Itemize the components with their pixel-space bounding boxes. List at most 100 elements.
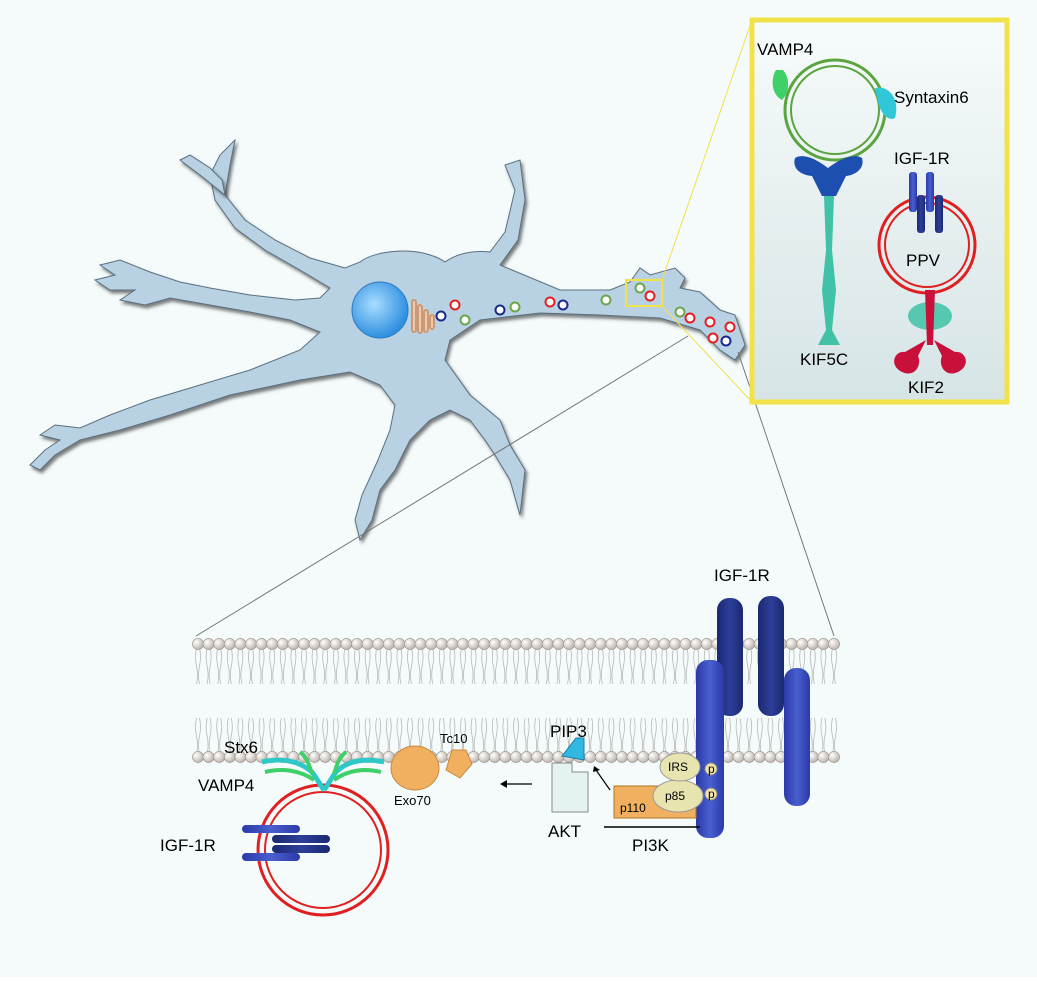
- igf1r-rod-4: [784, 668, 810, 806]
- pi3k-label: PI3K: [632, 836, 670, 855]
- lipid-head-top: [404, 638, 416, 650]
- axon-vesicle: [634, 282, 646, 294]
- tc10-protein: [445, 749, 473, 779]
- zoom-line-bottom: [661, 305, 753, 403]
- lipid-head-bottom: [753, 751, 766, 763]
- lipid-head-top: [552, 638, 565, 650]
- lipid-head-bottom: [637, 751, 650, 763]
- lipid-head-top: [499, 638, 512, 650]
- lipid-head-top: [382, 638, 395, 650]
- igf1r-rod-2: [758, 596, 784, 716]
- lipid-head-top: [202, 638, 215, 650]
- nucleus: [351, 281, 409, 339]
- lipid-head-top: [457, 638, 469, 650]
- lipid-head-bottom: [594, 751, 607, 763]
- inset-igf1r-rod-d: [935, 195, 943, 233]
- vesicle-igf1r-rod-b: [242, 853, 300, 861]
- arrow-pi3k-to-pip3: [595, 769, 611, 791]
- zoom-line-membrane-left: [195, 335, 689, 637]
- inset-igf1r-label: IGF-1R: [894, 149, 950, 168]
- axon-vesicle: [720, 335, 732, 347]
- vesicle-igf1r-label: IGF-1R: [160, 836, 216, 855]
- lipid-head-bottom: [488, 751, 501, 763]
- axon-vesicle: [724, 321, 736, 333]
- membrane-igf1r-label: IGF-1R: [714, 566, 770, 585]
- lipid-head-top: [340, 638, 353, 650]
- zoom-line-top: [661, 19, 753, 281]
- lipid-head-bottom: [552, 751, 565, 763]
- vesicle-igf1r-rod-d: [272, 845, 330, 853]
- axon-vesicle: [435, 310, 447, 322]
- pip3-shape: [561, 737, 585, 761]
- lipid-head-top: [223, 638, 236, 650]
- lipid-head-top: [372, 638, 385, 650]
- lipid-head-bottom: [478, 751, 491, 763]
- lipid-head-top: [245, 638, 257, 650]
- lipid-head-top: [520, 638, 533, 650]
- axon-vesicle: [704, 316, 716, 328]
- lipid-head-top: [308, 638, 321, 650]
- lipid-head-top: [573, 638, 586, 650]
- exo70-label: Exo70: [394, 793, 431, 808]
- axon-vesicle: [459, 314, 471, 326]
- lipid-head-bottom: [192, 751, 204, 763]
- lipid-head-top: [647, 638, 660, 650]
- axon-vesicle: [707, 332, 719, 344]
- lipid-head-bottom: [531, 751, 544, 763]
- akt-label: AKT: [548, 822, 581, 841]
- lipid-head-top: [531, 638, 544, 650]
- lipid-head-bottom: [732, 751, 745, 763]
- lipid-head-top: [298, 638, 310, 650]
- axon-vesicle: [557, 299, 569, 311]
- lipid-head-top: [192, 638, 204, 650]
- p-upper-label: p: [708, 762, 715, 776]
- lipid-head-bottom: [764, 751, 777, 763]
- vamp4-protein: [772, 70, 789, 100]
- lipid-head-top: [446, 638, 459, 650]
- lipid-head-top: [393, 638, 406, 650]
- lipid-head-top: [425, 638, 438, 650]
- inset-igf1r-rod-b: [926, 172, 934, 212]
- irs-protein: [659, 752, 701, 782]
- kif2-heads: [894, 340, 966, 374]
- lipid-head-bottom: [743, 751, 756, 763]
- axon-vesicle: [509, 301, 521, 313]
- lipid-head-top: [351, 638, 363, 650]
- neuron: [29, 19, 835, 637]
- inset-kif5c-label: KIF5C: [800, 350, 848, 369]
- phospho-site-lower: [704, 787, 718, 801]
- lipid-head-top: [806, 638, 819, 650]
- axon-vesicle: [600, 294, 612, 306]
- lipid-head-bottom: [319, 751, 332, 763]
- vamp4-label: VAMP4: [198, 776, 254, 795]
- pip3-label: PIP3: [550, 722, 587, 741]
- lipid-head-top: [541, 638, 554, 650]
- lipid-head-bottom: [616, 751, 628, 763]
- lipid-head-top: [828, 638, 840, 650]
- syntaxin6-protein: [875, 87, 897, 119]
- lipid-head-top: [584, 638, 597, 650]
- lipid-head-top: [743, 638, 756, 650]
- lipid-head-top: [669, 638, 681, 650]
- lipid-head-top: [276, 638, 289, 650]
- p85-label: p85: [665, 789, 685, 803]
- axon-vesicles: [435, 282, 736, 347]
- lipid-head-top: [287, 638, 300, 650]
- lipid-head-bottom: [202, 751, 215, 763]
- lipid-head-top: [616, 638, 628, 650]
- lipid-head-bottom: [584, 751, 597, 763]
- lipid-head-top: [361, 638, 374, 650]
- vesicle-igf1r-rod-a: [242, 825, 300, 833]
- lipid-head-top: [679, 638, 692, 650]
- igf1r-rod-3: [696, 660, 724, 838]
- kif2-stalk: [925, 290, 935, 345]
- inset-igf1r-rod-c: [917, 195, 925, 233]
- lipid-head-top: [563, 638, 575, 650]
- lipid-head-top: [213, 638, 226, 650]
- lipid-head-top: [796, 638, 809, 650]
- lipid-head-bottom: [541, 751, 554, 763]
- lipid-head-bottom: [499, 751, 512, 763]
- lipid-head-bottom: [626, 751, 639, 763]
- lipid-head-top: [435, 638, 448, 650]
- p110-label: p110: [620, 801, 646, 815]
